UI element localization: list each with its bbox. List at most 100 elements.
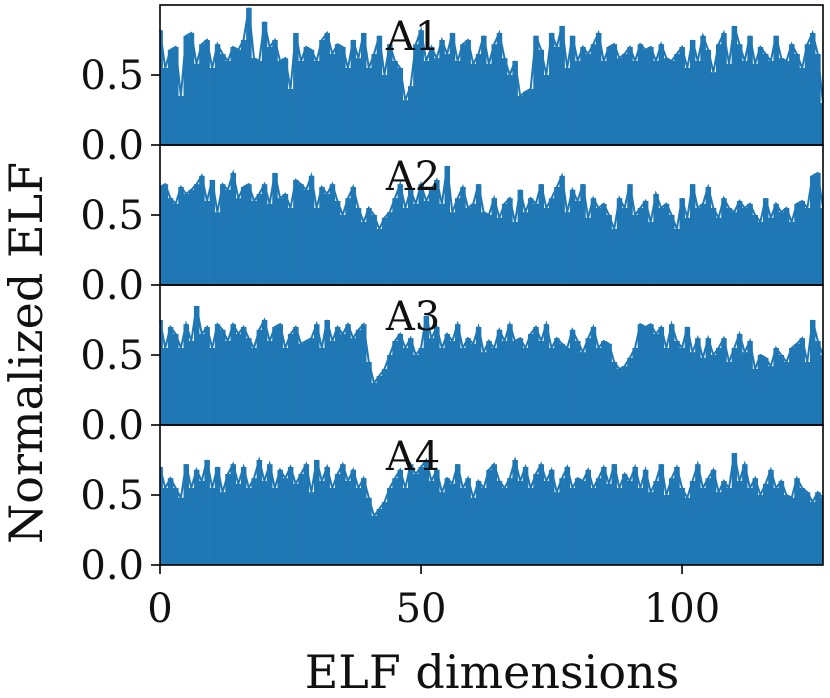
bar-a1-126	[815, 54, 821, 145]
bar-a3-45	[392, 341, 398, 425]
bar-a2-54	[439, 203, 445, 285]
bar-a1-107	[715, 44, 722, 146]
bar-a4-83	[590, 488, 597, 565]
bar-a2-65	[496, 217, 503, 285]
bar-a4-41	[371, 516, 377, 565]
bar-a2-47	[402, 208, 409, 285]
bar-a4-18	[251, 478, 257, 565]
bar-a3-103	[695, 338, 701, 425]
y-tick-label-a1-0: 0.0	[80, 123, 144, 169]
bar-a4-105	[705, 478, 712, 565]
bar-a3-31	[319, 348, 325, 425]
bar-a3-7	[193, 306, 200, 425]
bar-a3-33	[329, 341, 336, 425]
bar-a4-49	[413, 474, 419, 565]
bar-a1-56	[449, 33, 456, 145]
bar-a2-102	[689, 184, 696, 285]
bar-a3-99	[674, 341, 680, 425]
bar-a4-23	[277, 469, 283, 565]
bar-a1-68	[512, 61, 518, 145]
bar-a1-81	[580, 47, 586, 145]
bar-a1-13	[225, 61, 231, 145]
bar-a1-78	[564, 68, 571, 145]
bar-a4-87	[611, 464, 618, 565]
bar-a2-39	[360, 222, 367, 285]
bar-a4-32	[324, 467, 330, 565]
bar-a4-48	[407, 464, 414, 565]
bar-a4-58	[460, 488, 466, 565]
bar-a3-42	[376, 376, 383, 425]
bar-a1-58	[460, 44, 466, 146]
bar-a3-3	[173, 334, 179, 425]
bar-a2-70	[522, 212, 529, 285]
bar-a2-89	[622, 208, 628, 285]
bar-a3-53	[434, 327, 440, 425]
panel-a3: 0.0 0.5 A3	[80, 284, 824, 449]
bar-a2-35	[340, 215, 346, 285]
bar-a2-97	[663, 203, 670, 285]
bar-a1-108	[721, 33, 727, 145]
y-tick-label-a4-1: 0.5	[80, 473, 144, 519]
bar-a4-66	[501, 488, 508, 565]
bar-a1-79	[569, 35, 576, 145]
bar-a1-57	[454, 61, 461, 145]
bar-a3-0	[160, 320, 163, 425]
bar-a1-61	[475, 54, 482, 145]
bar-a2-115	[757, 222, 764, 285]
bar-a3-29	[308, 338, 315, 425]
bar-a4-116	[762, 483, 769, 565]
bar-a3-64	[491, 348, 498, 425]
bar-a1-99	[674, 54, 680, 145]
bar-a2-12	[220, 184, 226, 285]
bar-a4-104	[700, 488, 706, 565]
bar-a1-125	[809, 33, 816, 145]
bar-a1-18	[251, 58, 257, 146]
bar-a2-41	[371, 215, 377, 285]
bar-a4-125	[809, 502, 816, 565]
bar-a1-63	[486, 63, 492, 145]
bar-a3-63	[486, 341, 492, 425]
bar-a4-98	[669, 478, 675, 565]
bar-a3-94	[648, 324, 654, 425]
bar-a4-94	[648, 492, 654, 565]
bar-a1-100	[679, 47, 685, 145]
bar-a3-11	[214, 324, 221, 425]
bar-a2-57	[454, 198, 461, 285]
bar-a2-78	[564, 212, 571, 285]
bar-a3-97	[663, 348, 670, 425]
bar-a4-102	[689, 481, 696, 565]
bar-a4-71	[528, 488, 534, 565]
bar-a3-5	[183, 324, 190, 425]
bar-a1-120	[783, 61, 790, 145]
bar-a2-18	[251, 201, 257, 285]
bar-a4-73	[538, 464, 544, 565]
bar-a3-21	[267, 341, 273, 425]
bar-a2-30	[314, 208, 320, 285]
bar-a2-2	[167, 198, 174, 285]
bar-a4-68	[512, 460, 518, 565]
bar-a3-111	[736, 334, 743, 425]
bar-a2-48	[407, 189, 414, 285]
bar-a1-76	[554, 47, 560, 145]
bar-a4-52	[428, 481, 435, 565]
bar-a3-93	[642, 327, 649, 425]
bar-a1-48	[407, 86, 414, 145]
panel-title-a4: A4	[385, 434, 440, 480]
bar-a2-19	[256, 194, 263, 285]
bar-a4-9	[204, 460, 210, 565]
bar-a2-45	[392, 198, 398, 285]
bar-a3-67	[507, 324, 513, 425]
bar-a2-36	[345, 198, 351, 285]
bar-a3-89	[622, 366, 628, 425]
bar-a1-27	[298, 61, 304, 145]
bar-a1-35	[340, 47, 346, 145]
bar-a3-36	[345, 324, 351, 425]
bar-a2-87	[611, 229, 618, 285]
bar-a3-32	[324, 320, 330, 425]
bar-a2-88	[616, 198, 623, 285]
bar-a2-49	[413, 203, 419, 285]
bar-a2-123	[799, 201, 806, 285]
bar-a1-52	[428, 47, 435, 145]
bar-a1-15	[235, 49, 242, 145]
bar-a4-111	[736, 481, 743, 565]
